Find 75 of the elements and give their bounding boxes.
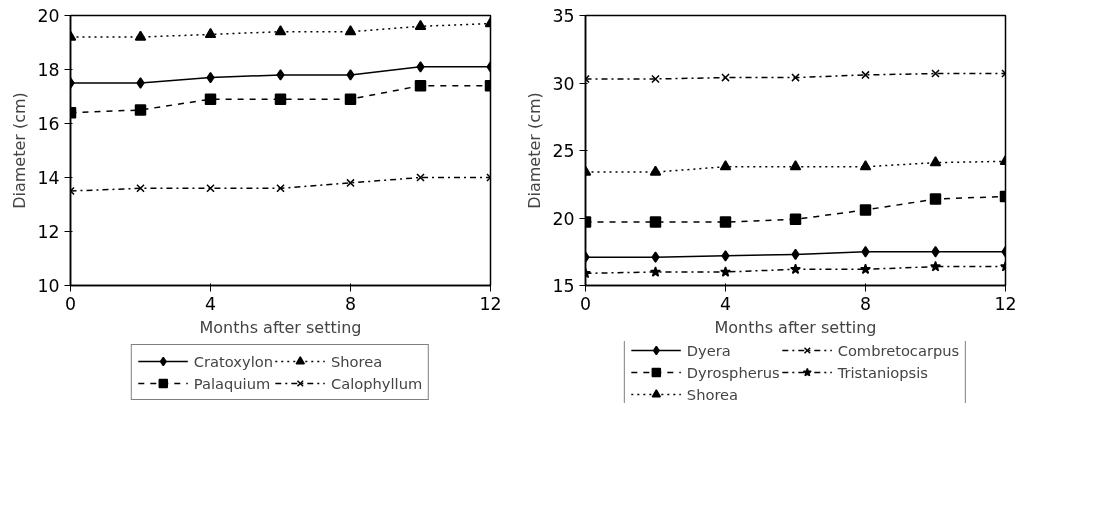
x-tick-label: 4 bbox=[204, 293, 217, 314]
y-tick-label: 16 bbox=[37, 114, 60, 134]
point bbox=[789, 213, 802, 226]
point bbox=[414, 19, 427, 30]
x-tick-label: 4 bbox=[719, 293, 732, 314]
legend-label: Shorea bbox=[330, 352, 383, 370]
y-tick-label: 12 bbox=[37, 222, 60, 242]
y-tick-label: 10 bbox=[37, 276, 60, 296]
point bbox=[134, 104, 147, 116]
x-tick-label: 8 bbox=[859, 293, 872, 314]
y-tick-label: 20 bbox=[37, 6, 60, 26]
point bbox=[929, 193, 942, 205]
x-tick-label: 0 bbox=[64, 293, 77, 314]
point bbox=[861, 70, 870, 80]
point bbox=[719, 160, 732, 171]
x-tick-label: 12 bbox=[994, 293, 1017, 314]
point bbox=[204, 93, 217, 105]
point bbox=[859, 263, 872, 275]
legend-label: Palaquium bbox=[193, 374, 271, 392]
point bbox=[859, 160, 872, 171]
point bbox=[789, 160, 802, 171]
legend-label: Dyera bbox=[686, 341, 731, 359]
point bbox=[134, 30, 147, 41]
y-tick-label: 15 bbox=[552, 276, 575, 296]
point bbox=[651, 74, 660, 84]
point bbox=[276, 69, 285, 81]
point bbox=[206, 184, 215, 193]
point bbox=[791, 73, 800, 82]
legend-label: Shorea bbox=[686, 385, 739, 403]
point bbox=[719, 266, 732, 277]
legend-label: Tristaniopsis bbox=[837, 363, 928, 381]
point bbox=[931, 246, 940, 258]
point bbox=[931, 69, 940, 78]
legend-label: Dyrospherus bbox=[686, 363, 780, 381]
point bbox=[649, 266, 662, 277]
point bbox=[204, 27, 217, 39]
point bbox=[929, 156, 942, 167]
point bbox=[416, 173, 425, 182]
point bbox=[274, 93, 287, 105]
y-tick-label: 35 bbox=[552, 6, 575, 26]
point bbox=[344, 93, 357, 105]
x-tick-label: 0 bbox=[579, 293, 592, 314]
legend-label: Calophyllum bbox=[330, 374, 423, 392]
point bbox=[859, 204, 872, 216]
x-axis-title: Months after setting bbox=[714, 317, 877, 337]
point bbox=[649, 216, 662, 228]
legend-label: Combretocarpus bbox=[837, 341, 960, 359]
y-tick-label: 18 bbox=[37, 60, 60, 80]
point bbox=[789, 263, 802, 275]
point bbox=[721, 73, 730, 82]
point bbox=[346, 178, 355, 188]
x-tick-label: 12 bbox=[479, 293, 502, 314]
point bbox=[649, 165, 662, 176]
y-tick-label: 14 bbox=[37, 168, 60, 188]
point bbox=[929, 260, 942, 272]
point bbox=[861, 246, 870, 258]
point bbox=[276, 184, 285, 193]
x-tick-label: 8 bbox=[344, 293, 357, 314]
point bbox=[719, 216, 732, 228]
y-axis-title: Diameter (cm) bbox=[10, 92, 30, 209]
point bbox=[344, 25, 357, 36]
point bbox=[136, 77, 145, 89]
legend-label: Cratoxylon bbox=[193, 352, 273, 370]
y-axis-title: Diameter (cm) bbox=[525, 92, 545, 209]
point bbox=[651, 251, 660, 263]
point bbox=[416, 61, 425, 73]
point bbox=[274, 25, 287, 36]
y-tick-label: 20 bbox=[552, 208, 575, 229]
y-tick-label: 25 bbox=[552, 141, 575, 161]
point bbox=[136, 184, 145, 193]
point bbox=[346, 69, 355, 81]
x-axis-title: Months after setting bbox=[199, 317, 362, 337]
y-tick-label: 30 bbox=[552, 73, 575, 94]
point bbox=[414, 79, 427, 92]
point bbox=[721, 250, 730, 262]
